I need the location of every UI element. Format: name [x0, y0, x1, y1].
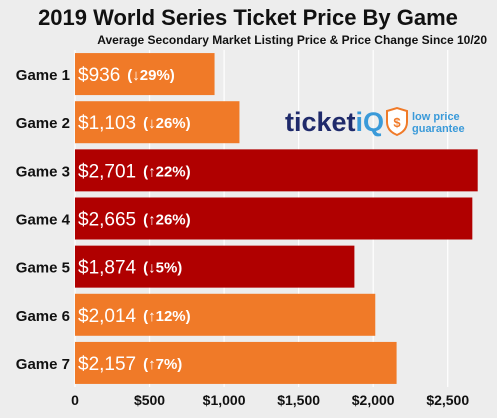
shield-dollar-icon: $: [386, 106, 408, 137]
bar-change-label: (↑22%): [143, 163, 191, 180]
category-label: Game 5: [16, 260, 70, 277]
category-label: Game 7: [16, 356, 70, 373]
ticketiq-logo: ticketiQ $ low price guarantee: [285, 106, 465, 137]
bar-price-label: $2,014: [78, 306, 137, 327]
bar-game-2: [75, 101, 240, 144]
category-label: Game 6: [16, 308, 70, 325]
bar-game-3: [75, 149, 478, 192]
x-tick-label: $1,000: [203, 392, 246, 408]
category-labels: Game 1 Game 2 Game 3 Game 4 Game 5 Game 6 Game…: [16, 67, 71, 373]
bar-change-label: (↑12%): [143, 308, 191, 325]
bar-price-label: $936: [78, 65, 120, 86]
category-label: Game 2: [16, 115, 70, 132]
svg-text:$: $: [393, 115, 401, 130]
x-tick-label: $2,500: [426, 392, 469, 408]
x-tick-label: $2,000: [352, 392, 395, 408]
bar-game-5: [75, 245, 355, 288]
logo-tagline-2: guarantee: [412, 123, 465, 135]
chart-title: 2019 World Series Ticket Price By Game: [38, 5, 458, 30]
bar-change-label: (↓29%): [127, 67, 175, 84]
x-tick-label: $1,500: [277, 392, 320, 408]
category-label: Game 1: [16, 67, 70, 84]
logo-tagline-1: low price: [412, 111, 460, 123]
bar-change-label: (↓26%): [143, 115, 191, 132]
x-tick-label: $500: [134, 392, 165, 408]
bar-price-label: $2,701: [78, 161, 136, 182]
bar-price-label: $1,874: [78, 258, 137, 279]
x-axis-tick-labels: 0 $500 $1,000 $1,500 $2,000 $2,500: [71, 392, 469, 408]
bar-game-4: [75, 197, 473, 240]
bar-price-label: $2,665: [78, 210, 136, 231]
bar-price-label: $1,103: [78, 113, 136, 134]
bar-change-label: (↑26%): [143, 212, 191, 229]
bar-game-6: [75, 293, 376, 336]
category-label: Game 3: [16, 163, 70, 180]
chart-subtitle: Average Secondary Market Listing Price &…: [97, 33, 487, 47]
logo-brand-iq: iQ: [356, 107, 385, 137]
logo-brand-ticket: ticket: [285, 107, 356, 137]
bar-change-label: (↓5%): [143, 260, 182, 277]
bar-group: $936 (↓29%) $1,103 (↓26%) $2,701 (↑22%) $2,665…: [75, 53, 478, 384]
category-label: Game 4: [16, 212, 71, 229]
x-tick-label: 0: [71, 392, 79, 408]
logo-wordmark: ticketiQ: [285, 107, 384, 137]
bar-game-7: [75, 341, 397, 384]
bar-change-label: (↑7%): [143, 356, 182, 373]
bar-game-1: [75, 53, 215, 96]
bar-price-label: $2,157: [78, 354, 136, 375]
